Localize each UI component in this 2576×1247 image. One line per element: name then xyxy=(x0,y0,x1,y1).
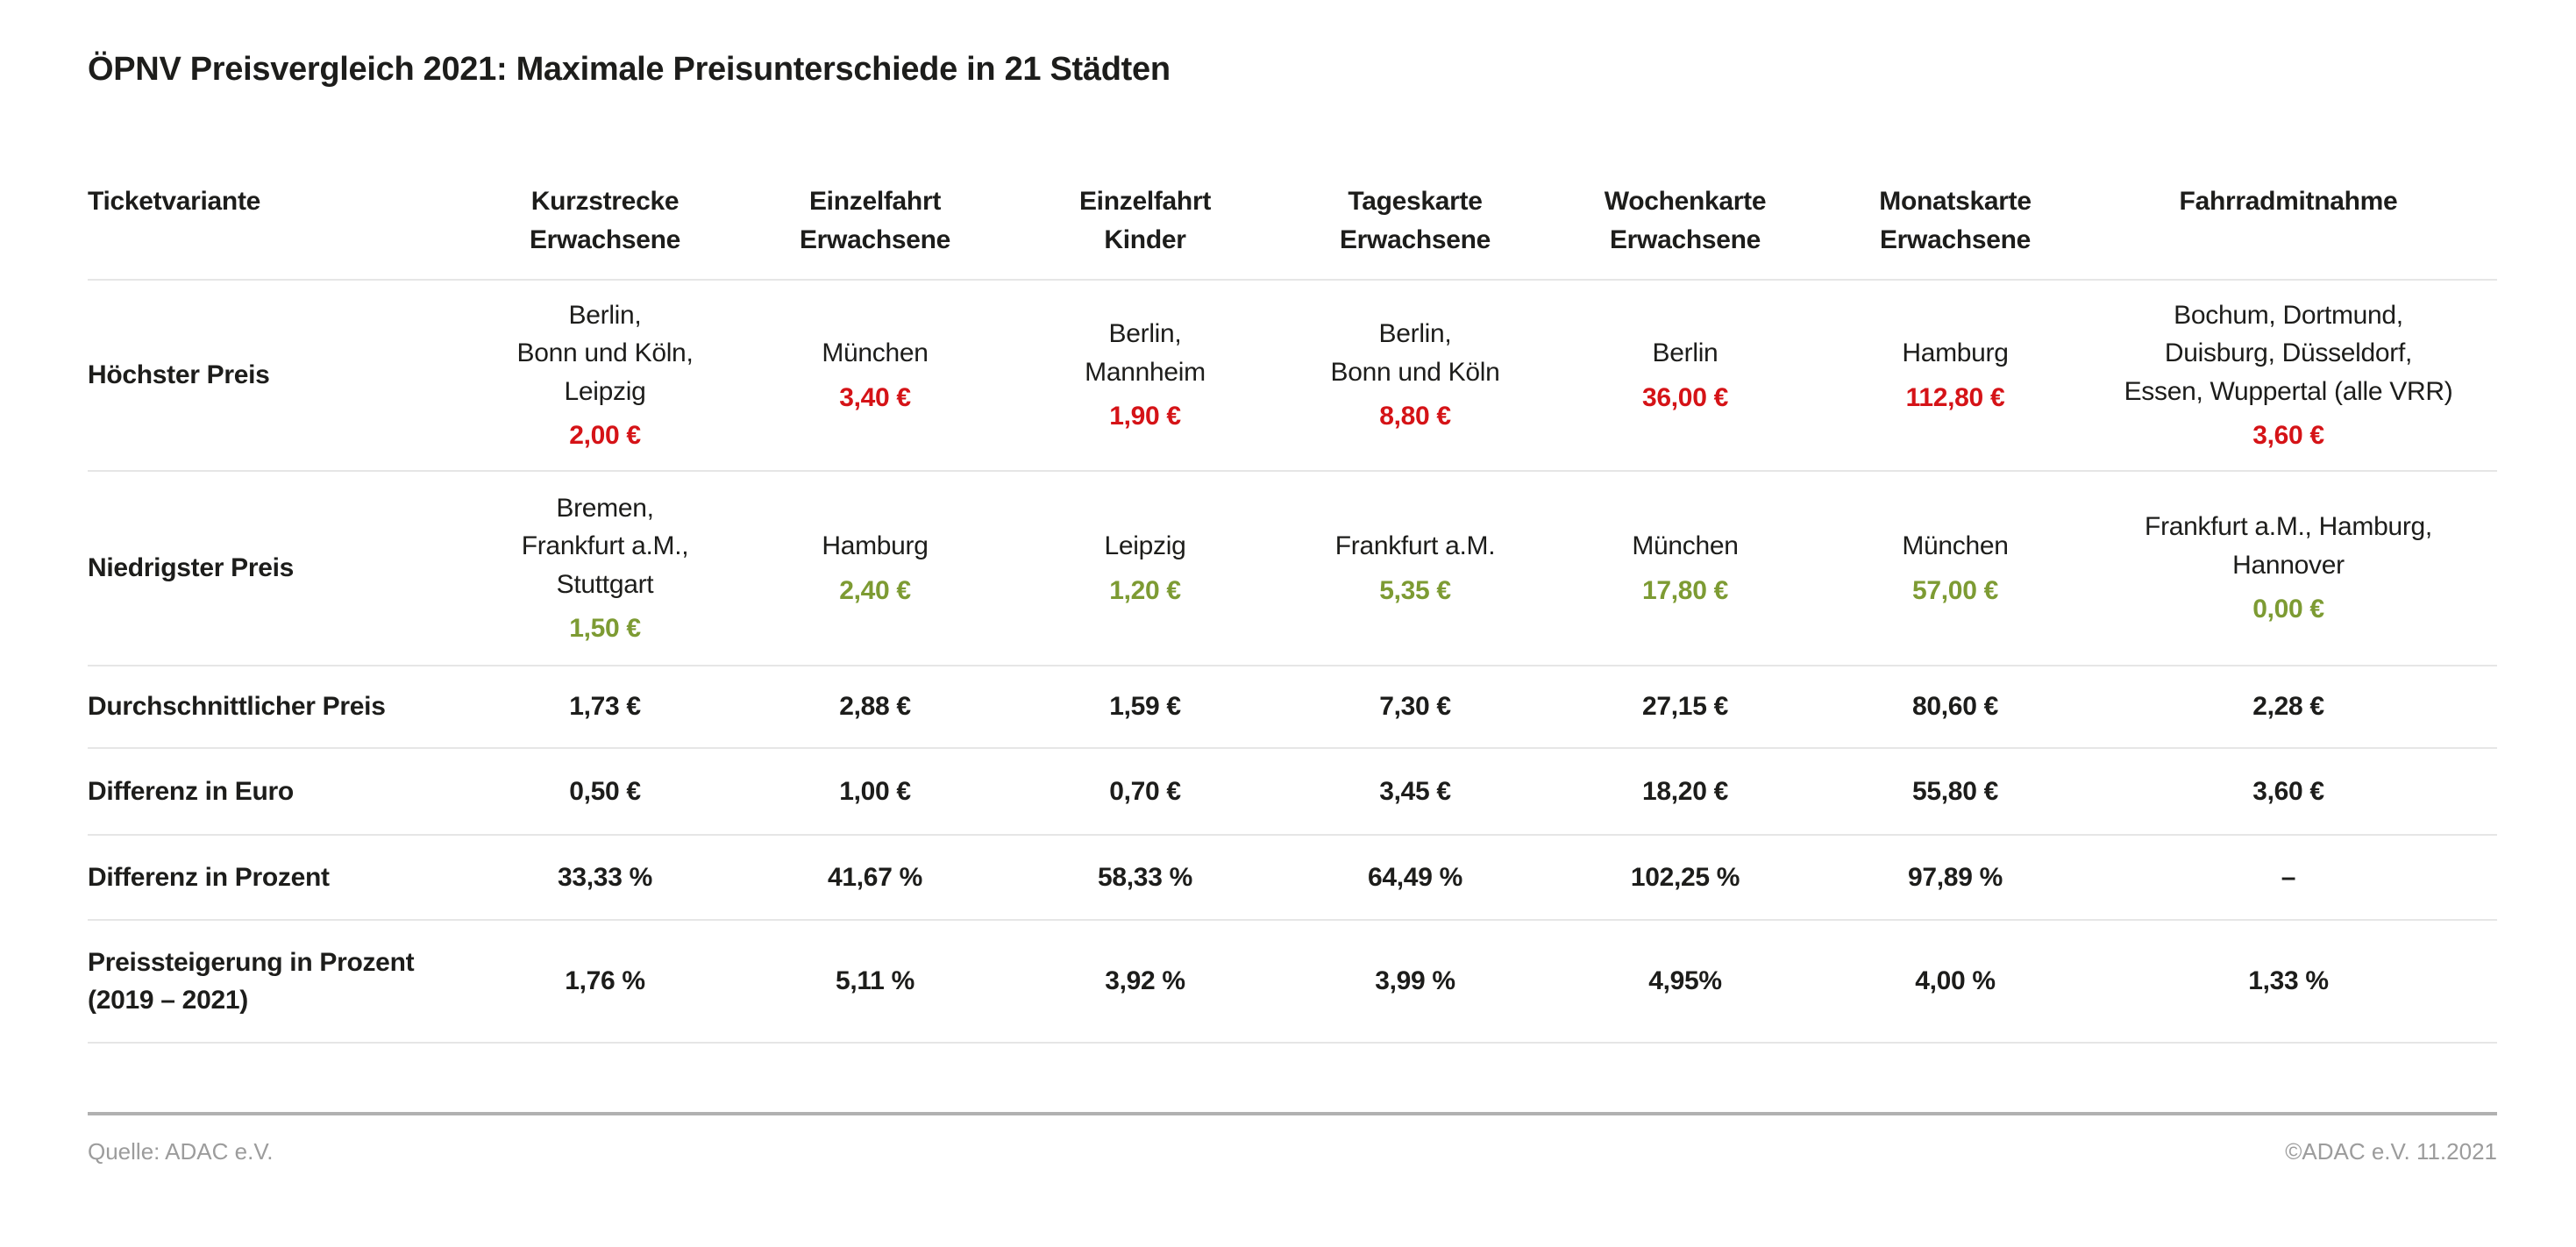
value-cell: 64,49 % xyxy=(1368,862,1462,892)
price-value: 1,20 € xyxy=(1109,575,1181,605)
city-names: Berlin, Mannheim xyxy=(1085,319,1206,387)
price-value: 3,40 € xyxy=(839,382,911,412)
value-cell: 0,70 € xyxy=(1109,776,1181,806)
table-row-differenz-in-euro: Differenz in Euro 0,50 € 1,00 € 0,70 € 3… xyxy=(88,747,2497,834)
column-header-wochenkarte: Wochenkarte Erwachsene xyxy=(1604,187,1767,254)
price-cell: Bochum, Dortmund, Duisburg, Düsseldorf, … xyxy=(2090,296,2487,455)
copyright-stamp: ©ADAC e.V. 11.2021 xyxy=(2285,1138,2497,1165)
value-cell: 102,25 % xyxy=(1630,862,1740,892)
value-cell: 5,11 % xyxy=(836,966,914,996)
value-cell: 18,20 € xyxy=(1642,776,1728,806)
price-value: 1,90 € xyxy=(1109,402,1181,431)
price-value: 57,00 € xyxy=(1912,575,1998,605)
page-title: ÖPNV Preisvergleich 2021: Maximale Preis… xyxy=(88,51,1171,88)
value-cell: 0,50 € xyxy=(569,776,641,806)
price-table: Ticketvariante Kurzstrecke Erwachsene Ei… xyxy=(88,170,2497,1044)
price-cell: Frankfurt a.M., Hamburg, Hannover 0,00 € xyxy=(2090,508,2487,629)
city-names: Bochum, Dortmund, Duisburg, Düsseldorf, … xyxy=(2124,300,2453,406)
table-row-niedrigster-preis: Niedrigster Preis Bremen, Frankfurt a.M.… xyxy=(88,470,2497,665)
city-names: Hamburg xyxy=(822,531,929,560)
table-row-durchschnittlicher-preis: Durchschnittlicher Preis 1,73 € 2,88 € 1… xyxy=(88,665,2497,747)
column-header-einzelfahrt-erwachsene: Einzelfahrt Erwachsene xyxy=(799,187,951,254)
table-row-hoechster-preis: Höchster Preis Berlin, Bonn und Köln, Le… xyxy=(88,279,2497,470)
column-header-tageskarte: Tageskarte Erwachsene xyxy=(1339,187,1491,254)
value-cell: 1,00 € xyxy=(839,776,911,806)
value-cell: 80,60 € xyxy=(1912,692,1998,722)
city-names: Berlin, Bonn und Köln xyxy=(1330,319,1500,387)
column-header-ticketvariante: Ticketvariante xyxy=(88,187,261,216)
source-credit: Quelle: ADAC e.V. xyxy=(88,1138,274,1165)
column-header-fahrradmitnahme: Fahrradmitnahme xyxy=(2179,187,2398,216)
price-cell: München 3,40 € xyxy=(740,334,1010,417)
price-cell: Berlin, Bonn und Köln 8,80 € xyxy=(1280,315,1550,436)
city-names: Bremen, Frankfurt a.M., Stuttgart xyxy=(521,493,689,599)
value-cell: 3,60 € xyxy=(2252,776,2324,806)
price-cell: München 17,80 € xyxy=(1550,527,1820,609)
value-cell: 41,67 % xyxy=(828,862,922,892)
price-value: 0,00 € xyxy=(2252,595,2324,624)
value-cell: 1,33 % xyxy=(2248,966,2329,996)
price-value: 112,80 € xyxy=(1905,382,2005,412)
city-names: Hamburg xyxy=(1902,338,2009,367)
column-header-einzelfahrt-kinder: Einzelfahrt Kinder xyxy=(1078,187,1212,254)
value-cell: 97,89 % xyxy=(1908,862,2003,892)
row-label: Differenz in Prozent xyxy=(88,862,330,892)
value-cell: 3,45 € xyxy=(1379,776,1451,806)
value-cell: 2,28 € xyxy=(2252,692,2324,722)
value-cell: 1,59 € xyxy=(1109,692,1181,722)
price-value: 1,50 € xyxy=(569,614,641,643)
table-header-row: Ticketvariante Kurzstrecke Erwachsene Ei… xyxy=(88,170,2497,279)
price-cell: München 57,00 € xyxy=(1820,527,2090,609)
city-names: Frankfurt a.M., Hamburg, Hannover xyxy=(2145,512,2432,580)
value-cell: 55,80 € xyxy=(1912,776,1998,806)
city-names: München xyxy=(1632,531,1739,560)
city-names: Frankfurt a.M. xyxy=(1334,531,1496,560)
price-value: 5,35 € xyxy=(1379,575,1451,605)
price-cell: Bremen, Frankfurt a.M., Stuttgart 1,50 € xyxy=(470,489,740,648)
column-header-monatskarte: Monatskarte Erwachsene xyxy=(1879,187,2032,254)
table-row-preissteigerung: Preissteigerung in Prozent (2019 – 2021)… xyxy=(88,919,2497,1042)
price-value: 36,00 € xyxy=(1642,382,1728,412)
footer-divider xyxy=(88,1112,2497,1115)
value-cell: 2,88 € xyxy=(839,692,911,722)
price-value: 3,60 € xyxy=(2252,421,2324,450)
price-value: 2,40 € xyxy=(839,575,911,605)
row-label: Durchschnittlicher Preis xyxy=(88,692,386,722)
city-names: Leipzig xyxy=(1104,531,1186,560)
value-cell: 58,33 % xyxy=(1098,862,1192,892)
value-cell: – xyxy=(2281,862,2296,892)
price-value: 17,80 € xyxy=(1642,575,1728,605)
price-cell: Leipzig 1,20 € xyxy=(1010,527,1280,609)
price-value: 8,80 € xyxy=(1379,402,1451,431)
footer: Quelle: ADAC e.V. ©ADAC e.V. 11.2021 xyxy=(88,1138,2497,1165)
price-cell: Berlin 36,00 € xyxy=(1550,334,1820,417)
value-cell: 1,76 % xyxy=(565,966,645,996)
price-value: 2,00 € xyxy=(569,421,641,450)
row-label: Niedrigster Preis xyxy=(88,553,295,583)
value-cell: 7,30 € xyxy=(1379,692,1451,722)
price-cell: Hamburg 2,40 € xyxy=(740,527,1010,609)
city-names: Berlin, Bonn und Köln, Leipzig xyxy=(516,300,694,406)
value-cell: 3,99 % xyxy=(1375,966,1455,996)
infographic-page: ÖPNV Preisvergleich 2021: Maximale Preis… xyxy=(0,51,2576,1247)
row-label: Differenz in Euro xyxy=(88,776,294,806)
price-cell: Berlin, Mannheim 1,90 € xyxy=(1010,315,1280,436)
row-label: Preissteigerung in Prozent (2019 – 2021) xyxy=(88,947,415,1015)
price-cell: Berlin, Bonn und Köln, Leipzig 2,00 € xyxy=(470,296,740,455)
city-names: Berlin xyxy=(1652,338,1719,367)
row-label: Höchster Preis xyxy=(88,360,270,390)
city-names: München xyxy=(822,338,929,367)
price-cell: Frankfurt a.M. 5,35 € xyxy=(1280,527,1550,609)
value-cell: 4,00 % xyxy=(1915,966,1996,996)
price-cell: Hamburg 112,80 € xyxy=(1820,334,2090,417)
value-cell: 4,95% xyxy=(1648,966,1722,996)
value-cell: 27,15 € xyxy=(1642,692,1728,722)
value-cell: 1,73 € xyxy=(569,692,641,722)
city-names: München xyxy=(1902,531,2009,560)
table-row-differenz-in-prozent: Differenz in Prozent 33,33 % 41,67 % 58,… xyxy=(88,834,2497,919)
value-cell: 33,33 % xyxy=(558,862,652,892)
column-header-kurzstrecke: Kurzstrecke Erwachsene xyxy=(529,187,681,254)
value-cell: 3,92 % xyxy=(1105,966,1185,996)
